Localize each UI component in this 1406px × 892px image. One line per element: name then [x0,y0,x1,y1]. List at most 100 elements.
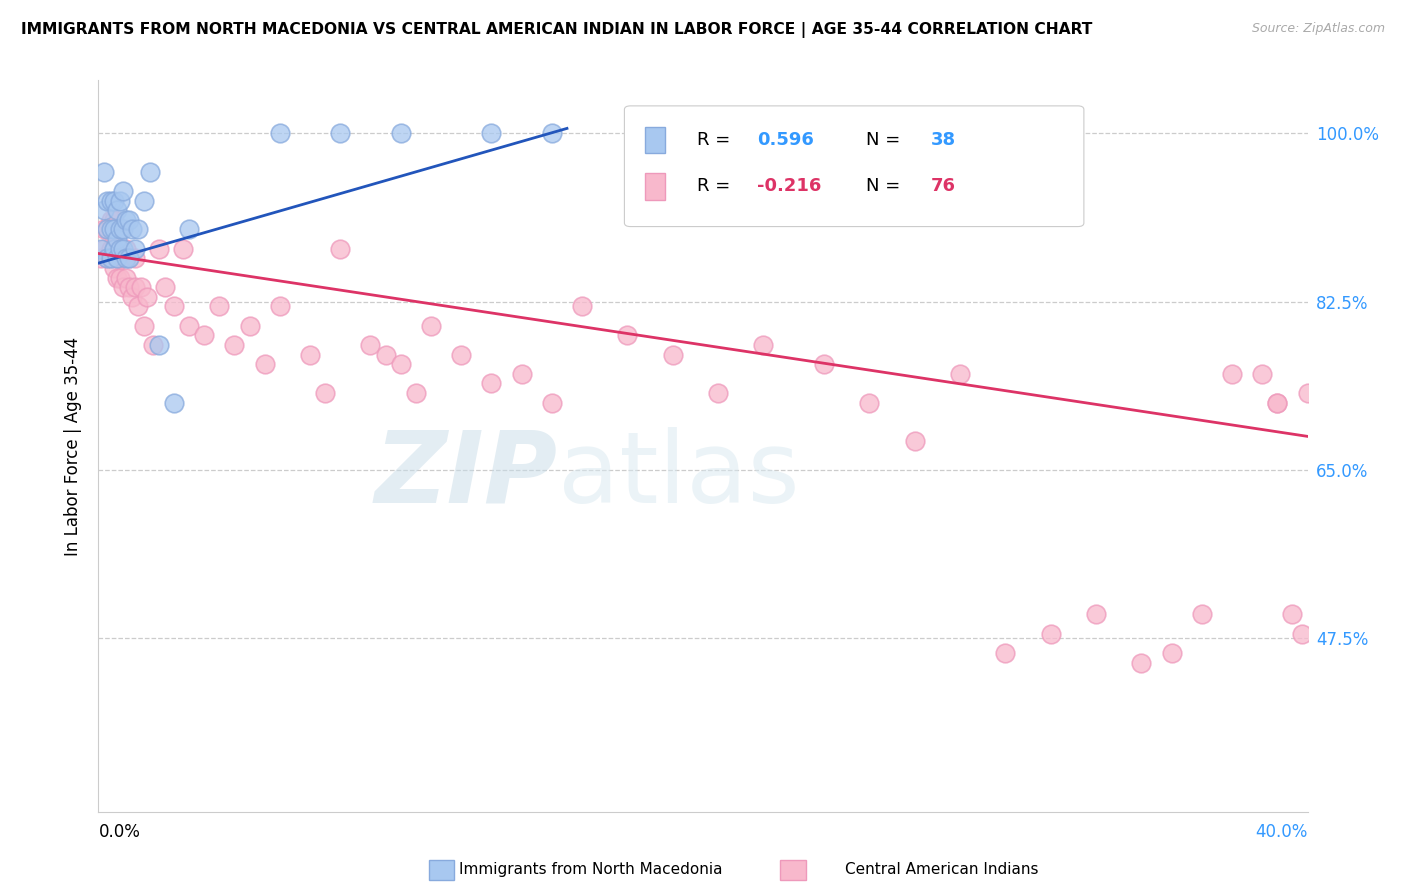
Point [481,376,503,391]
Point [100,222,122,236]
Point [118,280,141,294]
Point [360,338,382,352]
Point [707,386,730,401]
Point [108,222,131,236]
Point [1267,395,1289,409]
Point [114,242,136,256]
Text: N =: N = [866,178,907,195]
Point [105,270,128,285]
Point [105,222,128,236]
Point [111,184,134,198]
Point [153,280,176,294]
Point [100,252,122,266]
Point [193,328,215,343]
Point [163,300,186,314]
Point [994,646,1017,660]
FancyBboxPatch shape [624,106,1084,227]
Text: Central American Indians: Central American Indians [845,863,1039,877]
Point [124,280,146,294]
Point [1291,626,1313,640]
Point [103,212,125,227]
Point [111,222,134,236]
Point [132,194,155,208]
Point [103,260,125,275]
Bar [645,127,665,153]
Point [179,318,201,333]
Point [96,252,118,266]
Point [662,347,685,362]
Point [239,318,262,333]
Point [1296,386,1319,401]
Point [142,338,165,352]
Point [93,203,115,218]
Point [163,395,186,409]
Point [129,280,152,294]
Point [103,242,125,256]
Point [96,222,118,236]
Point [111,252,134,266]
Text: 76: 76 [931,178,955,195]
Point [571,300,593,314]
Point [108,270,131,285]
Point [224,338,246,352]
Point [93,164,115,178]
Point [949,367,972,381]
Text: -0.216: -0.216 [758,178,821,195]
Point [108,242,131,256]
Point [139,164,162,178]
Point [314,386,336,401]
Point [105,252,128,266]
Point [420,318,443,333]
Y-axis label: In Labor Force | Age 35-44: In Labor Force | Age 35-44 [65,336,83,556]
Text: 38: 38 [931,131,956,149]
Point [1220,367,1243,381]
Point [1130,656,1153,670]
Point [616,328,638,343]
Point [813,357,835,371]
Point [374,347,396,362]
Point [1251,367,1274,381]
Point [105,252,128,266]
Point [540,126,562,140]
Point [105,232,128,246]
Point [114,212,136,227]
Point [858,395,880,409]
Point [389,126,412,140]
Point [1160,646,1182,660]
Point [1039,626,1062,640]
Text: 0.0%: 0.0% [98,823,141,841]
Point [108,222,131,236]
Point [299,347,322,362]
Point [172,242,194,256]
Point [121,222,143,236]
Bar [645,173,665,200]
Text: R =: R = [697,131,735,149]
Point [481,126,503,140]
Point [103,242,125,256]
Point [132,318,155,333]
Point [269,300,291,314]
Point [127,222,149,236]
Point [269,126,291,140]
Point [450,347,472,362]
Point [114,270,136,285]
Point [111,242,134,256]
Point [148,242,170,256]
Point [108,194,131,208]
Point [118,252,141,266]
Point [1281,607,1303,622]
Point [90,242,112,256]
Point [253,357,276,371]
Text: Immigrants from North Macedonia: Immigrants from North Macedonia [458,863,723,877]
Point [93,242,115,256]
Point [105,203,128,218]
Point [96,252,118,266]
Point [1085,607,1108,622]
Point [111,280,134,294]
Text: R =: R = [697,178,735,195]
Point [93,222,115,236]
Point [752,338,775,352]
Point [100,242,122,256]
Point [179,222,201,236]
Point [148,338,170,352]
